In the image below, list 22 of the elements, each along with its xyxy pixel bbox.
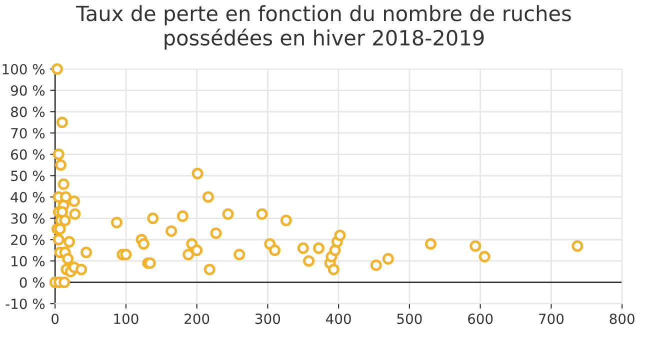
x-tick-label: 700 xyxy=(539,314,564,324)
chart-title: Taux de perte en fonction du nombre de ruches possédées en hiver 2018-2019 xyxy=(76,5,571,50)
y-tick-label: 70 % xyxy=(11,128,45,138)
y-tick-label: 10 % xyxy=(12,256,45,266)
x-tick-label: 0 xyxy=(52,314,59,324)
y-tick-label: 40 % xyxy=(10,192,45,202)
x-tick-label: 500 xyxy=(397,314,422,324)
y-tick-label: 60 % xyxy=(11,149,45,160)
y-tick-label: 100 % xyxy=(2,64,45,74)
y-tick-label: 0 % xyxy=(20,277,45,288)
x-tick-label: 100 xyxy=(114,314,138,324)
y-tick-label: 50 % xyxy=(11,170,45,182)
x-tick-label: 600 xyxy=(468,314,493,324)
y-tick-label: 30 % xyxy=(11,213,45,224)
y-tick-label: 20 % xyxy=(11,234,45,246)
x-tick-label: 300 xyxy=(256,314,280,324)
x-tick-label: 200 xyxy=(184,314,210,324)
x-tick-label: 400 xyxy=(326,314,351,324)
y-tick-label: 90 % xyxy=(10,85,45,96)
x-tick-label: 800 xyxy=(610,314,634,324)
y-tick-label: -10 % xyxy=(6,298,45,310)
y-tick-label: 80 % xyxy=(11,106,45,118)
